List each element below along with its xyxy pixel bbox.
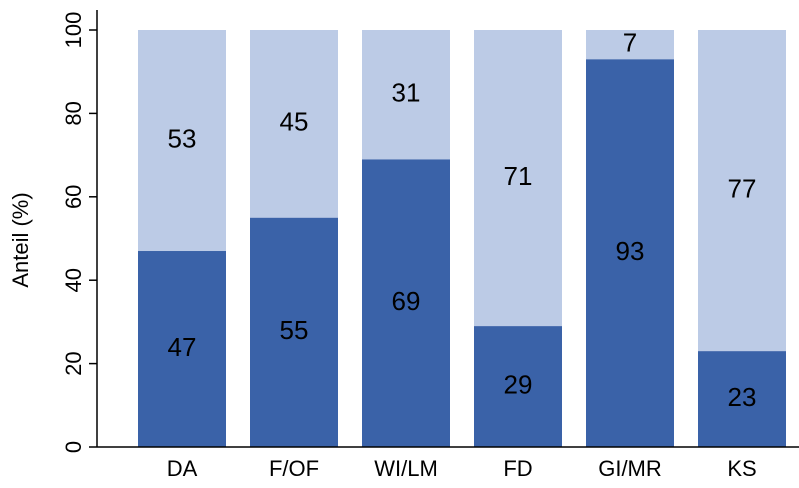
x-tick-label: DA bbox=[167, 456, 198, 481]
data-label: 47 bbox=[168, 332, 197, 362]
bar-segment bbox=[474, 326, 562, 447]
x-tick-label: FD bbox=[503, 456, 532, 481]
data-label: 7 bbox=[623, 27, 637, 57]
data-label: 71 bbox=[504, 161, 533, 191]
bar-segment bbox=[586, 59, 674, 447]
data-label: 31 bbox=[392, 78, 421, 108]
bar-segment bbox=[474, 30, 562, 327]
bar-segment bbox=[698, 351, 786, 447]
data-label: 69 bbox=[392, 286, 421, 316]
bar-segment bbox=[138, 30, 226, 252]
y-tick-label: 80 bbox=[61, 101, 86, 125]
data-label: 93 bbox=[616, 236, 645, 266]
bar-segment bbox=[698, 30, 786, 352]
data-label: 55 bbox=[280, 315, 309, 345]
bar-segment bbox=[138, 251, 226, 447]
data-label: 23 bbox=[728, 382, 757, 412]
data-label: 77 bbox=[728, 173, 757, 203]
y-axis-label: Anteil (%) bbox=[8, 192, 33, 287]
bar-segment bbox=[362, 159, 450, 447]
data-label: 29 bbox=[504, 369, 533, 399]
y-tick-label: 20 bbox=[61, 351, 86, 375]
y-tick-label: 40 bbox=[61, 268, 86, 292]
x-tick-label: GI/MR bbox=[598, 456, 662, 481]
y-tick-label: 100 bbox=[61, 12, 86, 49]
x-tick-label: WI/LM bbox=[374, 456, 438, 481]
y-tick-label: 0 bbox=[61, 441, 86, 453]
bar-segment bbox=[250, 217, 338, 447]
x-tick-label: F/OF bbox=[269, 456, 319, 481]
bar-segment bbox=[362, 30, 450, 160]
x-tick-label: KS bbox=[727, 456, 756, 481]
bar-segment bbox=[586, 30, 674, 60]
y-tick-label: 60 bbox=[61, 185, 86, 209]
data-label: 45 bbox=[280, 107, 309, 137]
bar-segment bbox=[250, 30, 338, 218]
data-label: 53 bbox=[168, 123, 197, 153]
